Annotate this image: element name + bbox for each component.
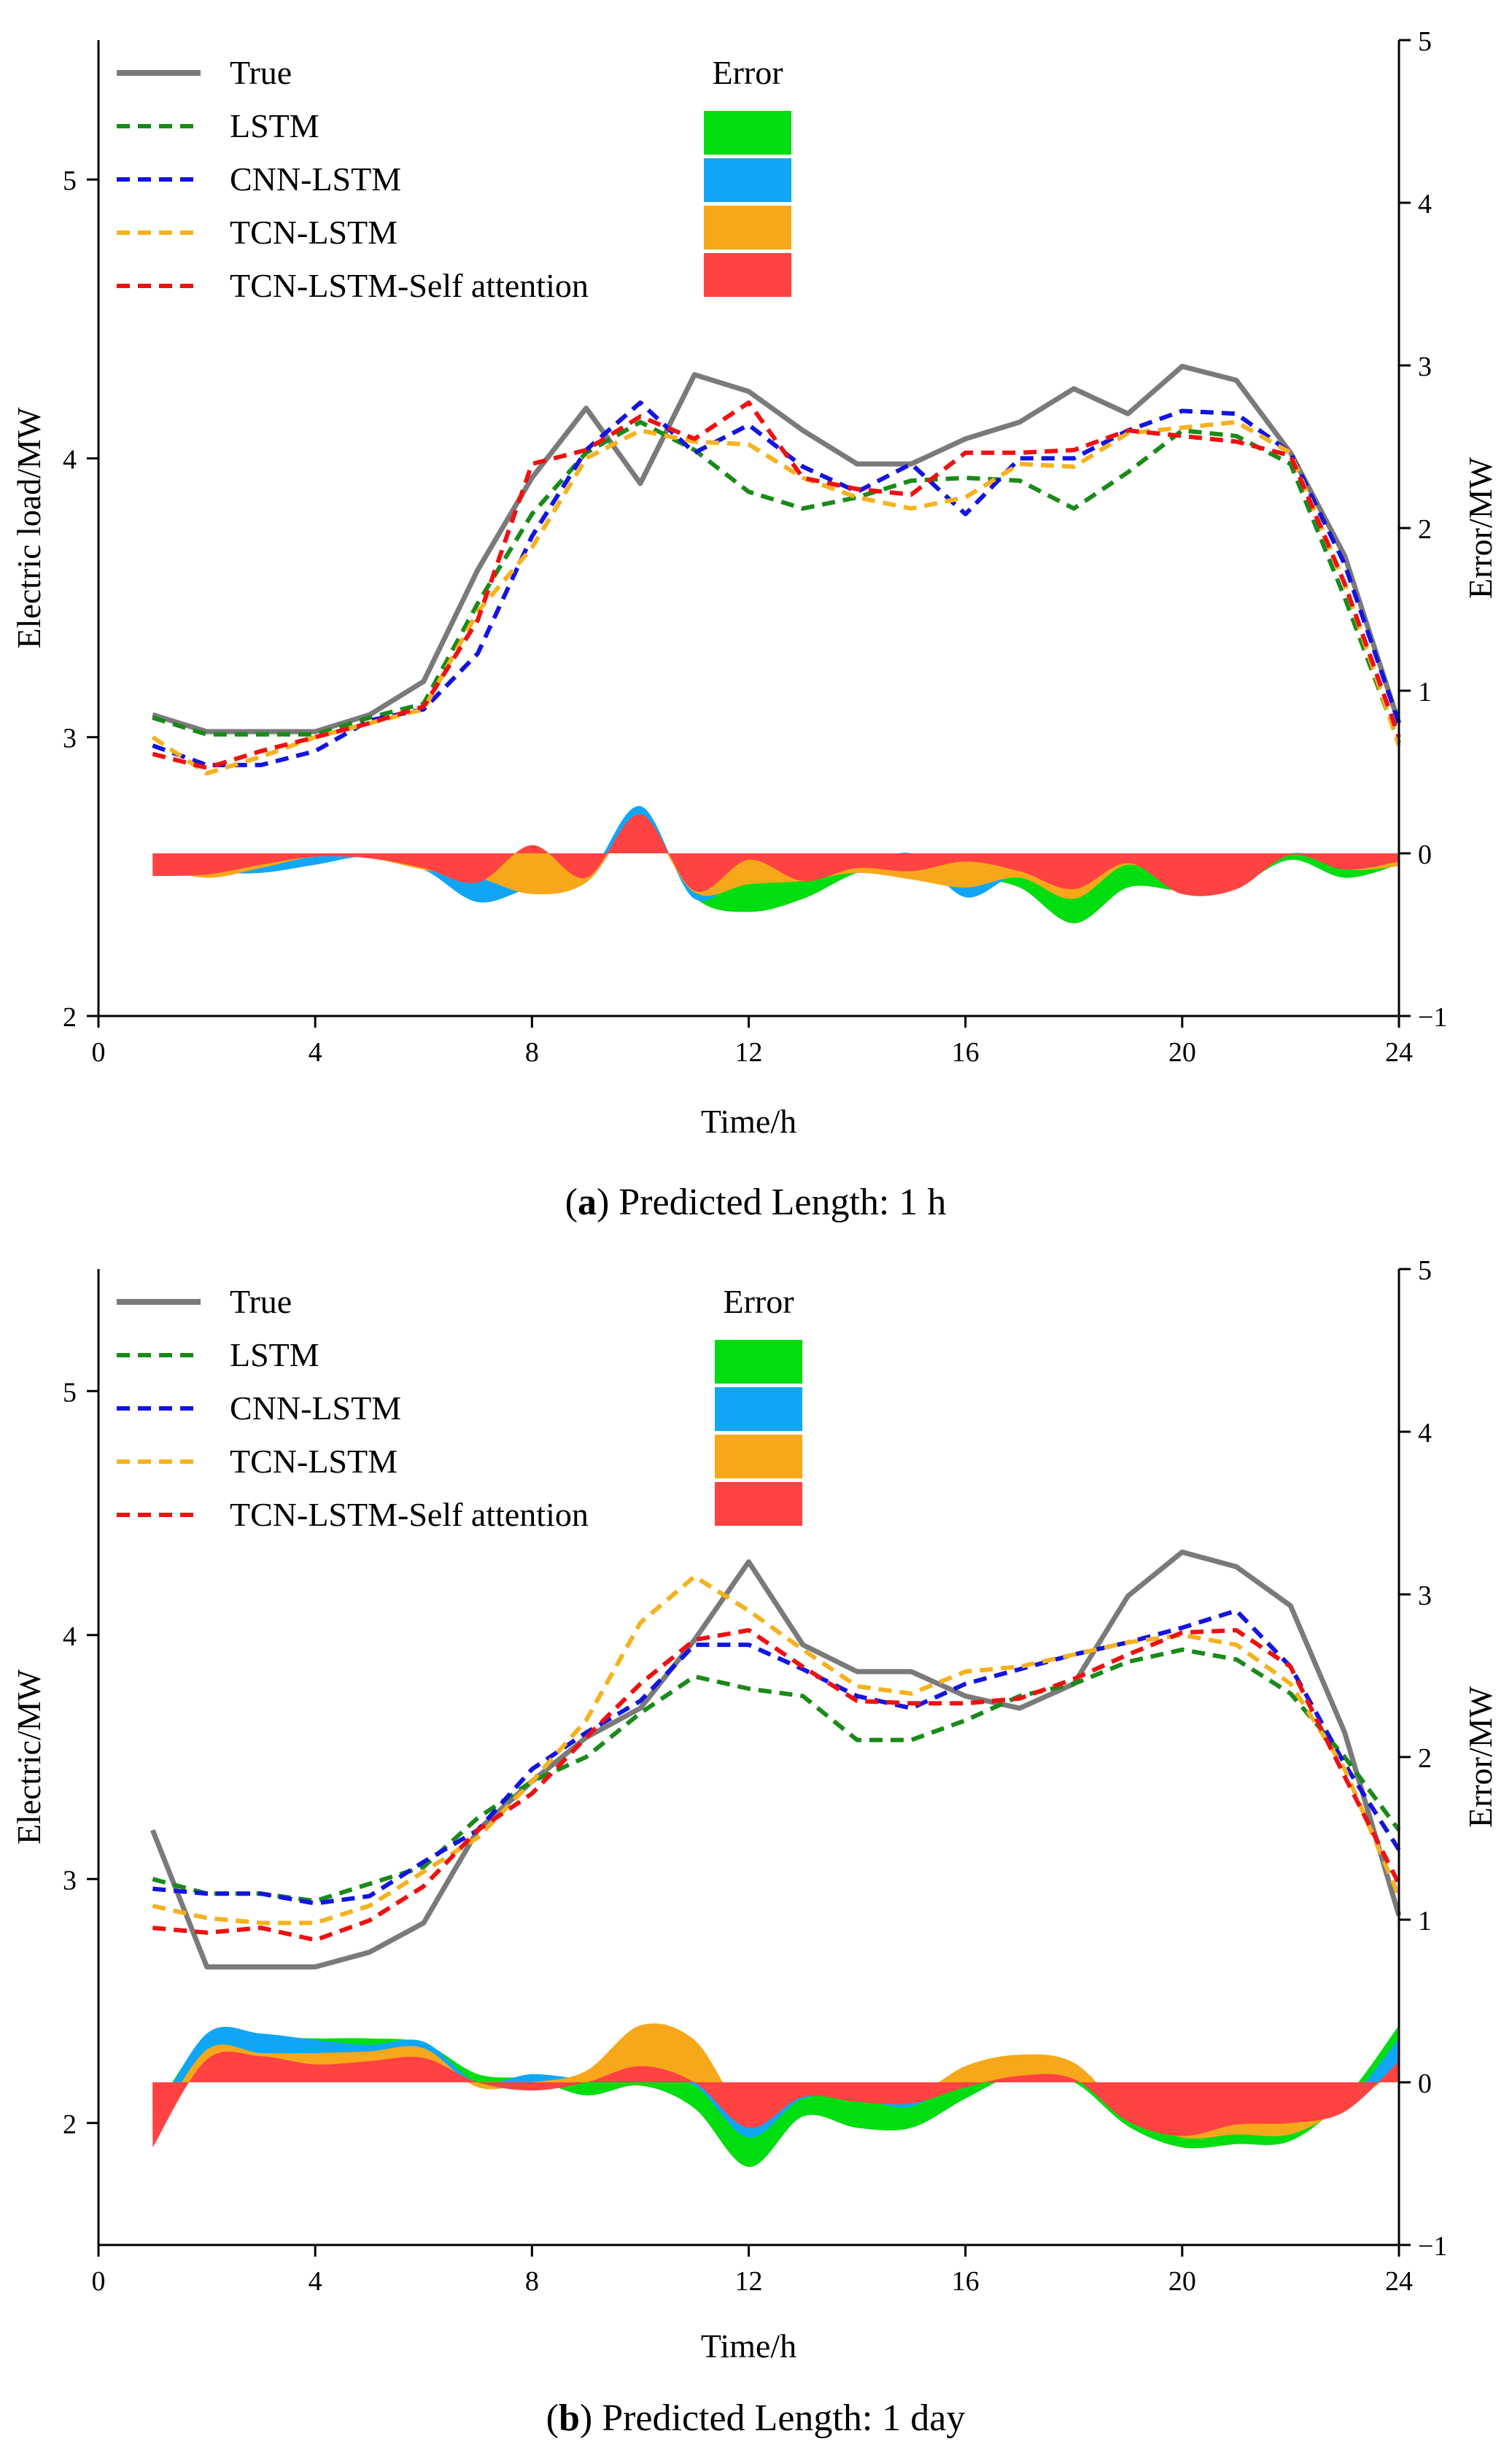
panel-caption: (b) Predicted Length: 1 day [546, 2397, 966, 2439]
error-band-4 [152, 814, 1399, 896]
error-legend-title: Error [712, 54, 783, 91]
x-tick-label: 0 [92, 2266, 106, 2297]
series-line-1 [152, 363, 1402, 734]
caption-paren-close: ) [597, 1182, 619, 1223]
error-legend-swatch [704, 253, 791, 297]
x-tick-label: 16 [952, 1037, 980, 1068]
caption-paren-open: ( [565, 1182, 578, 1223]
caption-panel-letter: b [559, 2397, 580, 2439]
error-band-4 [152, 2051, 1399, 2148]
y2-tick-label: 5 [1418, 26, 1432, 57]
x-tick-label: 16 [952, 2266, 980, 2297]
y2-tick-label: 4 [1418, 189, 1432, 220]
x-axis-label: Time/h [701, 2327, 796, 2365]
y-tick-label: 4 [63, 444, 77, 475]
y-tick-label: 5 [63, 166, 77, 196]
x-tick-label: 4 [309, 2266, 322, 2297]
caption-paren-close: ) [580, 2397, 602, 2439]
y-axis-label: Electric/MW [10, 1669, 47, 1845]
x-tick-label: 12 [735, 1037, 763, 1068]
x-tick-label: 20 [1168, 2266, 1196, 2297]
y2-tick-label: 3 [1418, 1581, 1432, 1611]
series-line-5 [152, 400, 1401, 770]
legend-line-label: True [230, 54, 292, 91]
legend-line-label: LSTM [230, 107, 319, 144]
x-tick-label: 24 [1385, 1037, 1413, 1068]
caption-text: Predicted Length: 1 h [619, 1182, 946, 1223]
y2-tick-label: −1 [1418, 2231, 1447, 2262]
legend-line-label: CNN-LSTM [230, 160, 401, 198]
x-tick-label: 12 [735, 2266, 763, 2297]
y-tick-label: 2 [63, 2109, 77, 2140]
y-tick-label: 3 [63, 1865, 77, 1896]
y2-axis-label: Error/MW [1462, 1686, 1499, 1828]
x-tick-label: 8 [525, 1037, 539, 1068]
error-legend-title: Error [723, 1283, 794, 1320]
y2-tick-label: 0 [1418, 839, 1432, 870]
error-legend-swatch [704, 158, 791, 202]
legend-line-label: TCN-LSTM [230, 214, 398, 251]
error-legend-swatch [704, 206, 791, 249]
series-line-2 [152, 419, 1401, 744]
x-tick-label: 0 [92, 1037, 106, 1068]
x-tick-label: 24 [1385, 2266, 1413, 2297]
error-legend-swatch [715, 1435, 802, 1478]
y2-tick-label: 1 [1418, 677, 1432, 707]
x-tick-label: 8 [525, 2266, 539, 2297]
caption-paren-open: ( [546, 2397, 559, 2439]
y2-tick-label: 1 [1418, 1906, 1432, 1936]
y-tick-label: 4 [63, 1621, 77, 1652]
y2-tick-label: 4 [1418, 1418, 1432, 1449]
series-line-1 [150, 1549, 1402, 1970]
error-legend-swatch [704, 111, 791, 155]
series-line-4 [152, 1574, 1401, 1926]
series-line-2 [152, 1647, 1401, 1904]
y-axis-label: Electric load/MW [10, 407, 47, 648]
y2-tick-label: 2 [1418, 514, 1432, 545]
y2-tick-label: 5 [1418, 1255, 1432, 1286]
error-legend-swatch [715, 1482, 802, 1526]
legend-line-label: TCN-LSTM [230, 1443, 398, 1480]
y2-tick-label: 0 [1418, 2068, 1432, 2099]
x-tick-label: 4 [309, 1037, 322, 1068]
y2-tick-label: 3 [1418, 352, 1432, 382]
series-line-5 [152, 1628, 1401, 1942]
error-legend-swatch [715, 1387, 802, 1431]
panel-b: 0 4 8 12 16 20 242345−1012345Time/hElectric/MW… [10, 1255, 1499, 2439]
legend-line-label: True [230, 1283, 292, 1320]
y2-tick-label: −1 [1418, 1002, 1447, 1033]
x-tick-label: 20 [1168, 1037, 1196, 1068]
x-axis-label: Time/h [701, 1103, 796, 1140]
caption-text: Predicted Length: 1 day [602, 2397, 965, 2439]
legend-line-label: LSTM [230, 1336, 319, 1373]
y2-axis-label: Error/MW [1462, 457, 1499, 599]
y-tick-label: 2 [63, 1002, 77, 1033]
legend-line-label: TCN-LSTM-Self attention [230, 1496, 589, 1533]
legend-line-label: TCN-LSTM-Self attention [230, 267, 589, 304]
panel-caption: (a) Predicted Length: 1 h [565, 1182, 947, 1223]
series-line-4 [151, 419, 1401, 776]
y-tick-label: 3 [63, 724, 77, 754]
y-tick-label: 5 [63, 1377, 77, 1408]
caption-panel-letter: a [578, 1182, 597, 1223]
y2-tick-label: 2 [1418, 1743, 1432, 1774]
error-legend-swatch [715, 1340, 802, 1384]
legend-line-label: CNN-LSTM [230, 1389, 401, 1427]
